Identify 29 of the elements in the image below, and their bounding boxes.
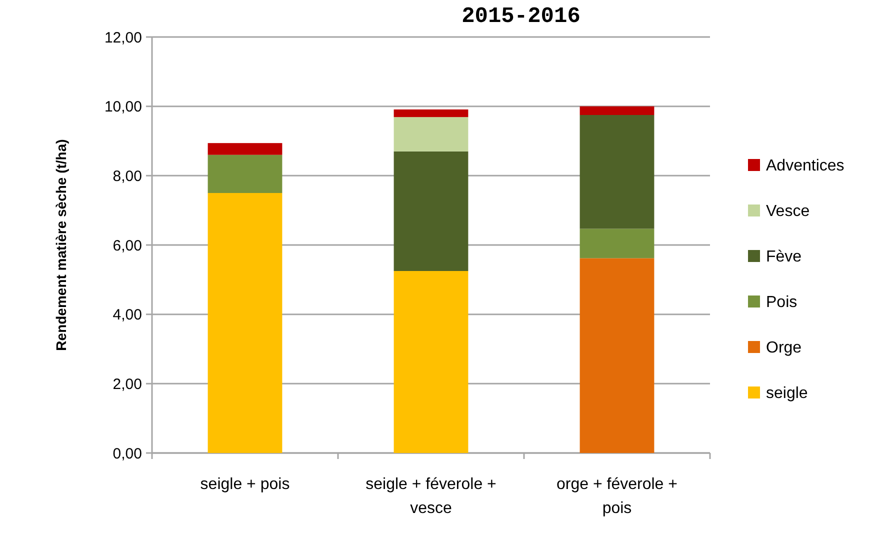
x-tick-label: seigle + pois bbox=[200, 476, 290, 493]
legend-label: seigle bbox=[766, 385, 808, 402]
y-tick-label: 4,00 bbox=[112, 306, 142, 324]
legend-label: Vesce bbox=[766, 203, 810, 220]
legend-label: Fève bbox=[766, 248, 802, 266]
bar bbox=[394, 271, 468, 453]
bar bbox=[394, 117, 468, 152]
x-tick-label: seigle + féverole + vesce bbox=[366, 476, 496, 517]
legend-label: Adventices bbox=[766, 158, 844, 175]
bar bbox=[580, 115, 654, 229]
x-tick-label: orge + féverole + pois bbox=[556, 476, 678, 517]
y-axis-title: Rendement matière sèche (t/ha) bbox=[53, 139, 69, 351]
bar bbox=[580, 106, 654, 115]
bar bbox=[580, 258, 654, 453]
y-tick-label: 6,00 bbox=[112, 237, 142, 254]
y-tick-label: 0,00 bbox=[112, 445, 142, 462]
bar bbox=[394, 151, 468, 271]
y-tick-label: 10,00 bbox=[104, 98, 142, 116]
legend-label: Pois bbox=[766, 294, 798, 312]
bar bbox=[580, 228, 654, 258]
y-tick-label: 8,00 bbox=[112, 168, 142, 185]
bar bbox=[394, 109, 468, 118]
legend-label: Orge bbox=[766, 340, 802, 357]
bar bbox=[208, 143, 282, 155]
chart-title: 2015-2016 bbox=[462, 4, 580, 29]
bar bbox=[208, 154, 282, 193]
y-tick-label: 12,00 bbox=[104, 29, 142, 46]
bar bbox=[208, 193, 282, 453]
y-tick-label: 2,00 bbox=[112, 376, 142, 393]
